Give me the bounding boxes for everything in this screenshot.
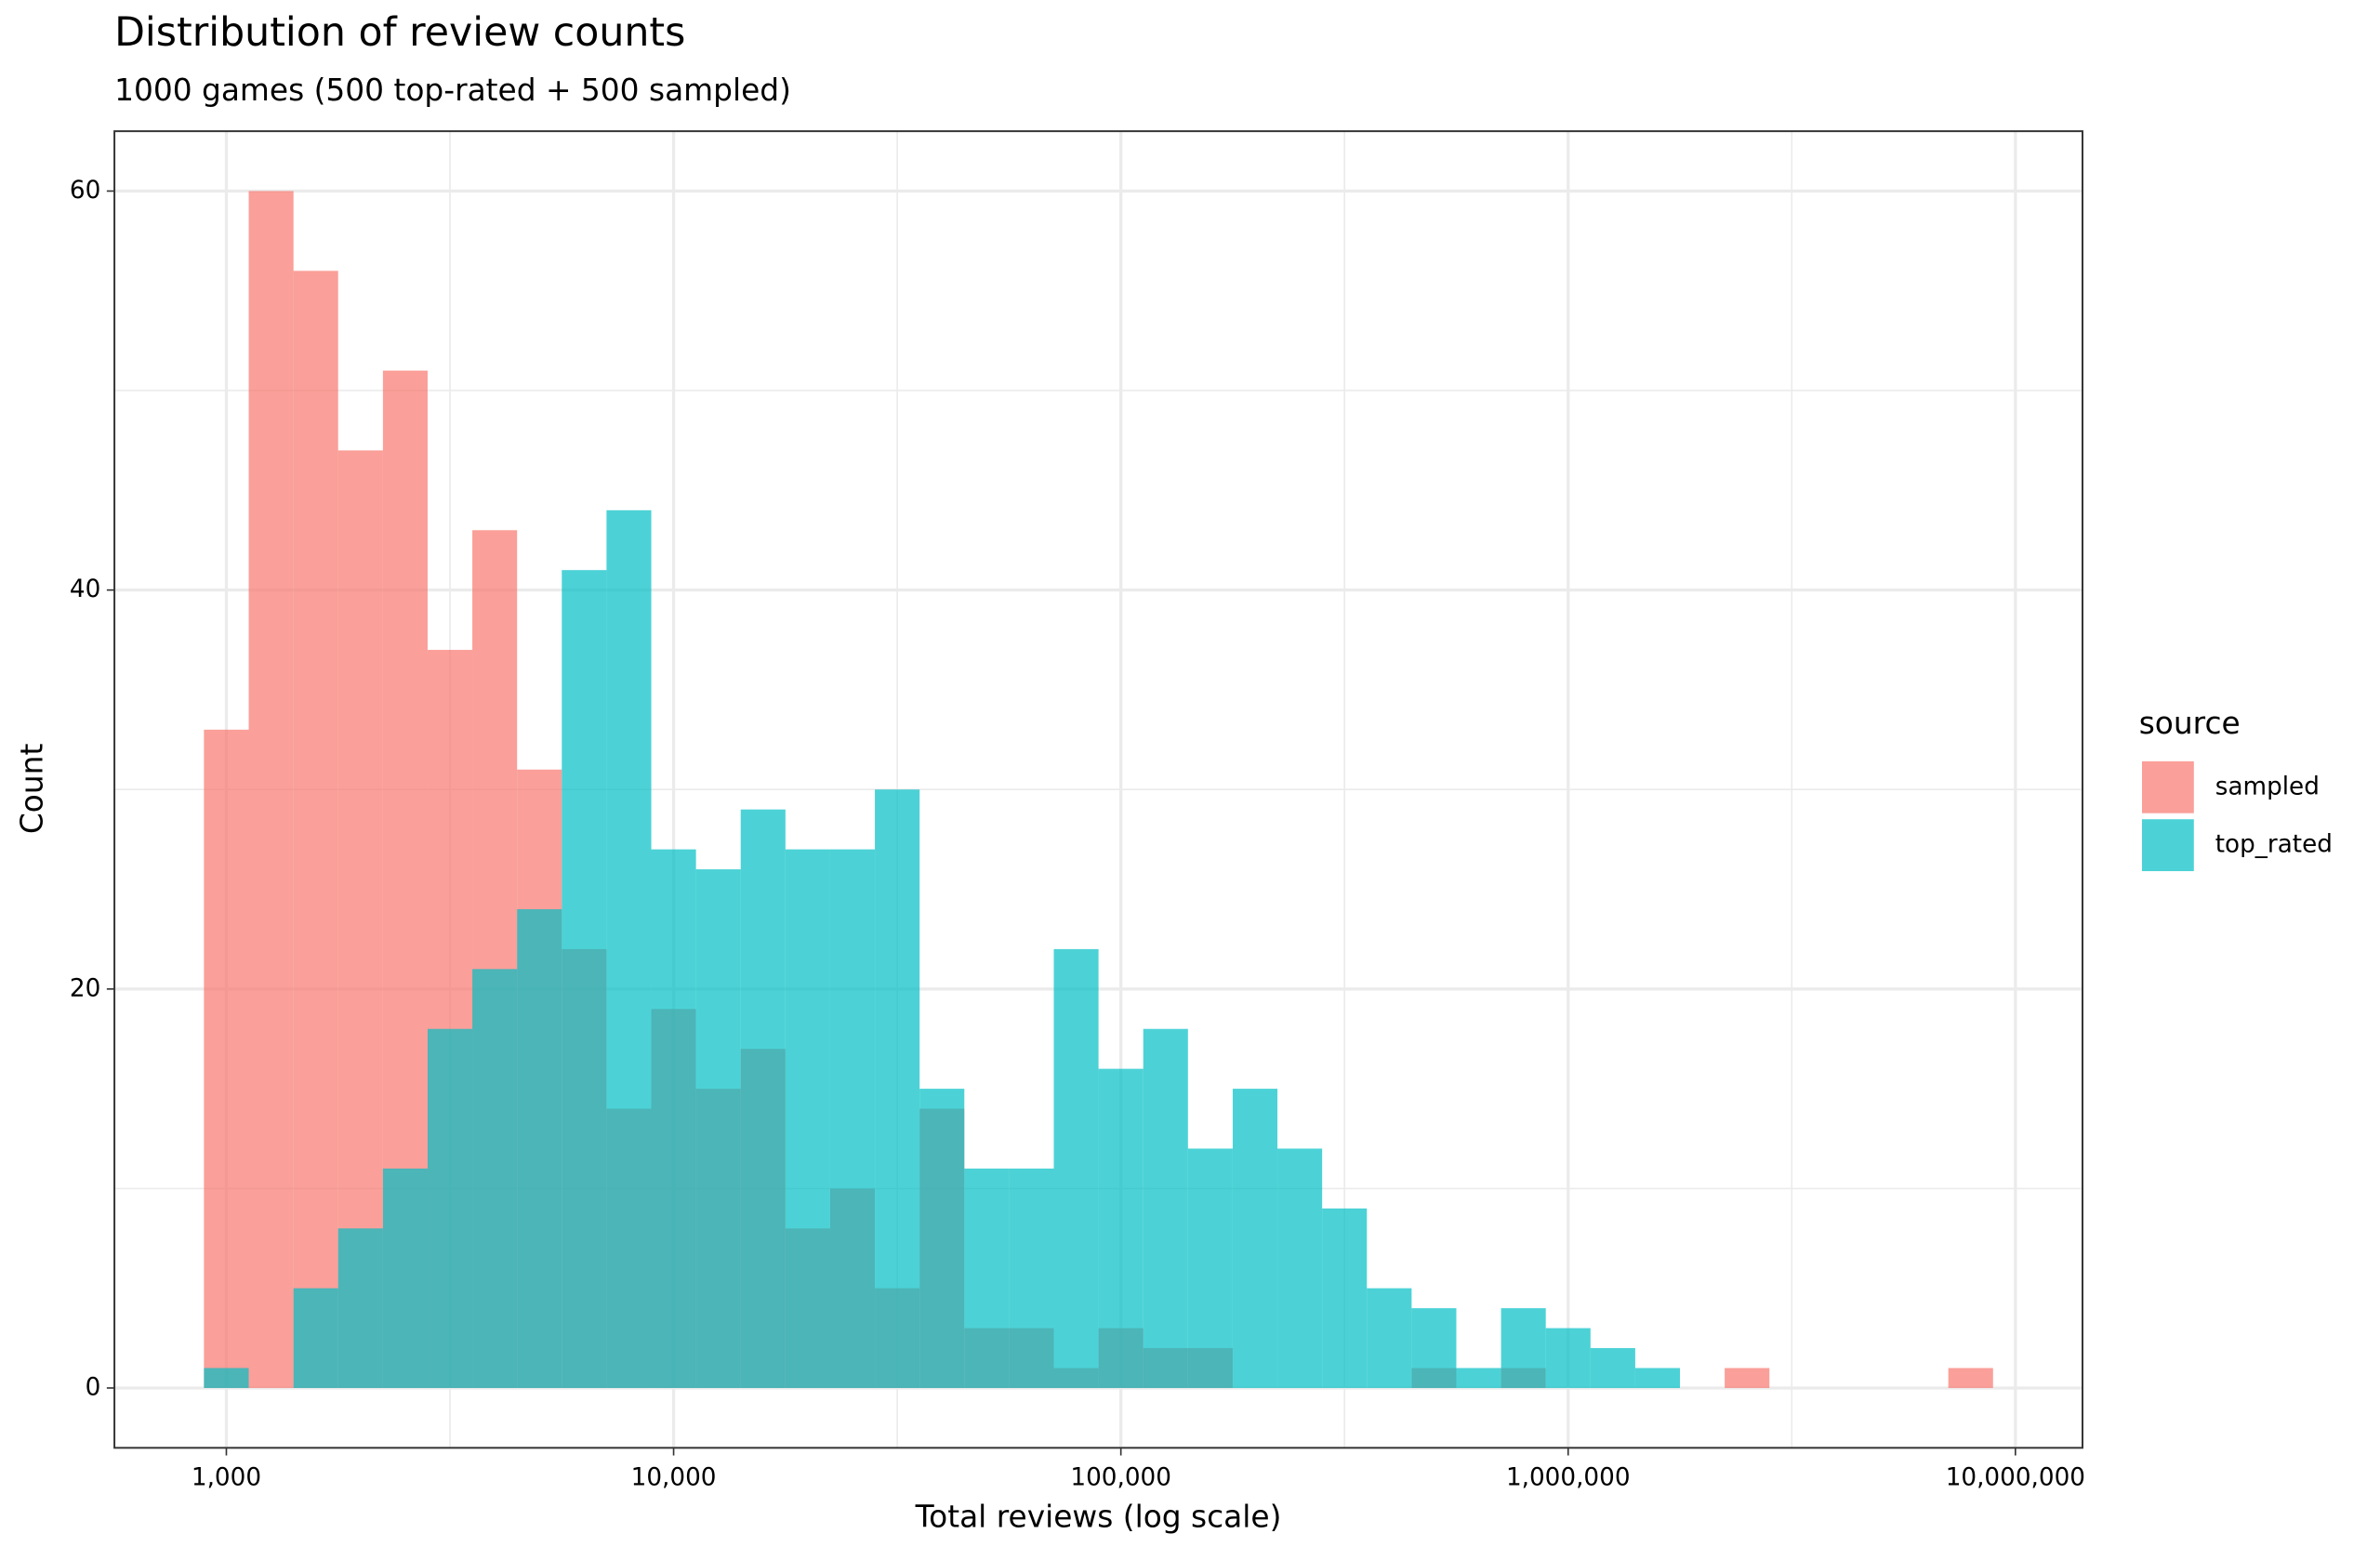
histogram-bar xyxy=(204,729,249,1388)
histogram-bar xyxy=(1501,1308,1546,1388)
histogram-bar xyxy=(875,789,920,1388)
histogram-bar xyxy=(248,191,294,1388)
histogram-bar xyxy=(1143,1028,1188,1388)
histogram-bar xyxy=(293,271,338,1388)
histogram-bar xyxy=(204,1368,249,1388)
histogram-bar xyxy=(919,1089,965,1388)
x-tick-label: 10,000 xyxy=(631,1464,717,1492)
histogram-bar xyxy=(785,849,830,1388)
x-tick-label: 100,000 xyxy=(1070,1464,1171,1492)
histogram-bar xyxy=(695,869,741,1388)
y-tick-label: 0 xyxy=(86,1373,101,1401)
histogram-bar xyxy=(1367,1288,1412,1388)
histogram-bar xyxy=(1634,1368,1681,1388)
histogram-bar xyxy=(427,1028,473,1388)
histogram-bar xyxy=(1053,948,1099,1388)
histogram-bar xyxy=(382,1168,428,1388)
histogram-bar xyxy=(1009,1168,1054,1388)
histogram-bar xyxy=(337,1228,383,1388)
histogram-bar xyxy=(1948,1368,1993,1388)
histogram-bar xyxy=(1456,1368,1501,1388)
panel-border xyxy=(113,130,2083,1449)
legend-key xyxy=(2142,760,2194,813)
y-axis-label: Count xyxy=(15,744,50,835)
histogram-bar xyxy=(1411,1308,1457,1388)
chart-title: Distribution of review counts xyxy=(114,9,685,56)
histogram-bar xyxy=(293,1288,338,1388)
y-tick-label: 20 xyxy=(70,974,100,1002)
histogram-bar xyxy=(651,849,696,1388)
y-tick-label: 60 xyxy=(70,177,100,205)
histogram-bar xyxy=(1232,1089,1278,1388)
legend-label: sampled xyxy=(2215,773,2320,800)
histogram-bar xyxy=(1590,1348,1635,1388)
histogram-bar xyxy=(1098,1068,1144,1388)
legend-label: top_rated xyxy=(2215,831,2333,859)
histogram-bar xyxy=(1187,1148,1233,1388)
histogram-bar xyxy=(517,908,562,1388)
histogram-bar xyxy=(562,570,607,1388)
histogram-bar xyxy=(606,509,652,1388)
histogram-bar xyxy=(829,849,876,1388)
x-tick-label: 1,000,000 xyxy=(1506,1464,1631,1492)
histogram-bar xyxy=(964,1168,1010,1388)
histogram-bar xyxy=(1277,1148,1323,1388)
histogram-bar xyxy=(1725,1368,1770,1388)
y-tick-label: 40 xyxy=(70,575,100,603)
x-axis-label: Total reviews (log scale) xyxy=(915,1499,1282,1534)
chart-subtitle: 1000 games (500 top-rated + 500 sampled) xyxy=(114,73,791,108)
histogram-bar xyxy=(472,969,518,1388)
x-tick-label: 1,000 xyxy=(192,1464,261,1492)
histogram-bar xyxy=(1322,1208,1368,1388)
x-tick-label: 10,000,000 xyxy=(1946,1464,2085,1492)
histogram-bar xyxy=(1545,1328,1591,1388)
legend-title: source xyxy=(2139,706,2241,741)
legend-key xyxy=(2142,819,2194,872)
histogram-bar xyxy=(740,809,786,1388)
